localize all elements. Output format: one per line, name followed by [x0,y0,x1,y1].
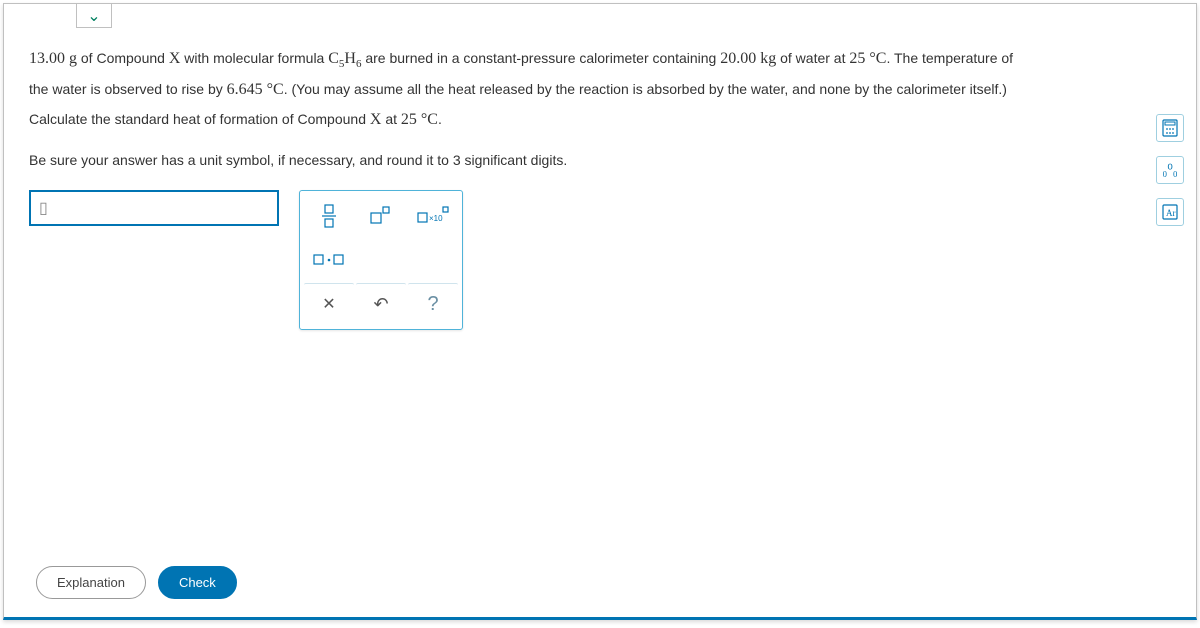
mass-value: 13.00 g [29,50,77,67]
data-icon[interactable]: ₀⁰₀ [1156,156,1184,184]
question-icon: ? [427,293,438,316]
reset-button[interactable]: ↶ [356,283,406,325]
explanation-button[interactable]: Explanation [36,566,146,599]
scientific-button[interactable]: ×10 [408,195,458,237]
question-panel: ⌄ 13.00 g of Compound X with molecular f… [3,3,1197,620]
close-icon: ✕ [322,294,335,314]
help-button[interactable]: ? [408,283,458,325]
superscript-button[interactable] [356,195,406,237]
question-text: 13.00 g of Compound X with molecular for… [4,4,1196,136]
periodic-table-icon[interactable]: Ar [1156,198,1184,226]
collapse-tab[interactable]: ⌄ [76,4,112,28]
check-button[interactable]: Check [158,566,237,599]
undo-icon: ↶ [373,294,388,315]
svg-text:×10: ×10 [429,214,443,223]
answer-row: ▯ ×10 ✕ ↶ ? [4,168,1196,330]
calculator-icon[interactable] [1156,114,1184,142]
fraction-button[interactable] [304,195,354,237]
instruction-text: Be sure your answer has a unit symbol, i… [4,136,1196,168]
bottom-buttons: Explanation Check [36,566,237,599]
palette-empty-1 [356,239,406,281]
svg-text:Ar: Ar [1166,208,1176,218]
symbol-palette: ×10 ✕ ↶ ? [299,190,463,330]
chevron-down-icon: ⌄ [87,6,100,26]
clear-button[interactable]: ✕ [304,283,354,325]
palette-empty-2 [408,239,458,281]
answer-input[interactable]: ▯ [29,190,279,226]
right-toolbar: ₀⁰₀ Ar [1156,114,1184,226]
multiply-button[interactable] [304,239,354,281]
